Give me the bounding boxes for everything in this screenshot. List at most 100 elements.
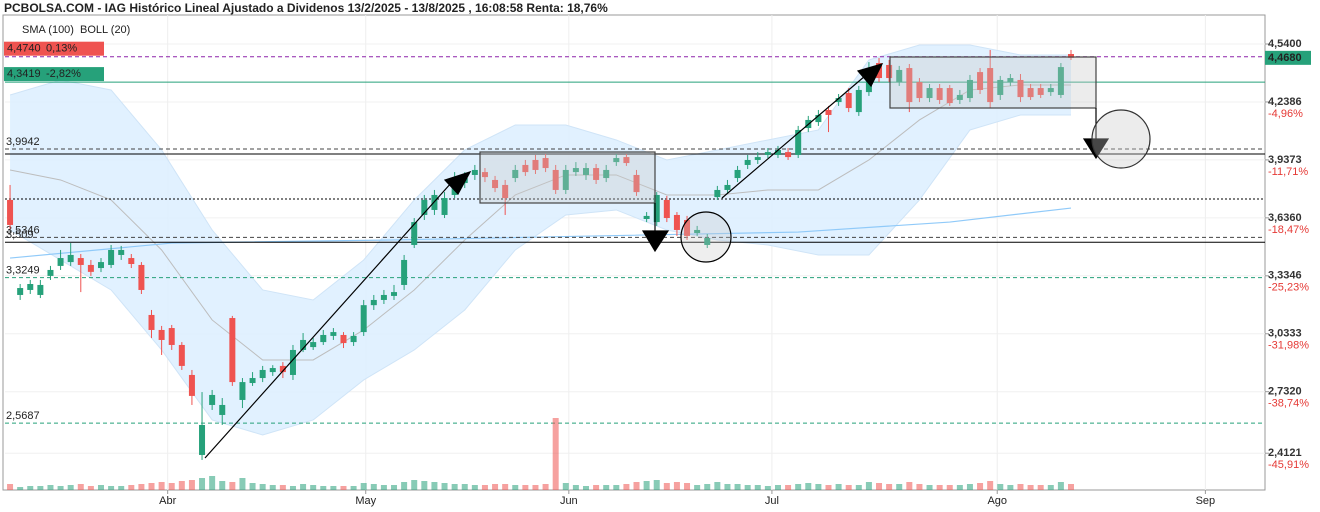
candle-body [128, 258, 135, 264]
volume-bar [754, 485, 761, 490]
candle-body [37, 284, 44, 295]
volume-bar [330, 486, 337, 490]
highlight-circle [1091, 109, 1151, 169]
volume-bar [815, 484, 822, 490]
candle-body [754, 157, 761, 160]
candle-body [239, 382, 246, 400]
volume-bar [17, 487, 24, 490]
volume-bar [188, 480, 195, 490]
candle-body [734, 169, 741, 179]
candle-body [320, 334, 327, 343]
candle-body [977, 72, 984, 90]
candle-body [219, 404, 226, 415]
candle-body [391, 292, 398, 296]
candle-body [593, 168, 600, 180]
indicator-layer [5, 15, 1265, 490]
candle-body [1037, 88, 1044, 95]
volume-bar [380, 485, 387, 490]
volume-bar [138, 484, 145, 490]
volume-bar [350, 486, 357, 490]
y-tick-label: 3,6360 [1268, 212, 1302, 224]
candle-body [330, 332, 337, 336]
trend-arrow [204, 181, 453, 459]
volume-bar [97, 485, 104, 490]
volume-bar [37, 486, 44, 490]
candle-body [906, 68, 913, 103]
volume-bar [966, 484, 973, 490]
volume-bar [865, 482, 872, 490]
price-tag [4, 41, 104, 56]
candle-body [340, 334, 347, 344]
highlight-circle [680, 211, 732, 263]
volume-bar [532, 485, 539, 490]
volume-bar [673, 482, 680, 490]
volume-bar [936, 485, 943, 490]
volume-bar [886, 484, 893, 490]
arrow-head [443, 170, 472, 196]
volume-bar [593, 485, 600, 490]
volume-bar [421, 481, 428, 490]
volume-bar [47, 485, 54, 490]
volume-bar [178, 481, 185, 490]
volume-bar [663, 483, 670, 490]
volume-bar [411, 480, 418, 490]
candle-body [1027, 88, 1034, 98]
level-label: 3,3249 [6, 265, 40, 277]
volume-bar [896, 484, 903, 490]
range-box [479, 151, 656, 204]
bollinger-edge [9, 44, 1071, 301]
volume-bar [1007, 485, 1014, 490]
volume-bar [300, 484, 307, 490]
bollinger-middle [9, 84, 1071, 361]
volume-bar [704, 484, 711, 490]
candle-body [815, 114, 822, 123]
candle-body [249, 378, 256, 384]
candle-body [77, 258, 84, 265]
candle-body [825, 109, 832, 115]
candle-body [1017, 79, 1024, 98]
volume-bar [77, 484, 84, 490]
volume-bar [158, 482, 165, 490]
range-box [889, 56, 1097, 109]
volume-bar [1047, 485, 1054, 490]
candle-body [229, 318, 236, 383]
candle-body [653, 194, 660, 223]
level-label: 4,4740 [7, 43, 41, 55]
volume-bar [1017, 484, 1024, 490]
volume-bar [845, 485, 852, 490]
volume-bar [441, 483, 448, 490]
candle-body [522, 164, 529, 173]
x-tick-label: Jul [765, 495, 779, 507]
candle-body [744, 159, 751, 165]
candle-body [673, 214, 680, 230]
sma-line [9, 207, 1072, 259]
legend-entry: SMA (100) [22, 24, 74, 36]
volume-bar [552, 418, 559, 490]
candle-body [512, 169, 519, 179]
volume-bar [855, 485, 862, 490]
volume-bar [128, 485, 135, 490]
y-tick-percent: -11,71% [1268, 166, 1308, 178]
volume-bar [613, 485, 620, 490]
y-tick-percent: -18,47% [1268, 224, 1309, 236]
candle-body [27, 284, 34, 290]
volume-bar [249, 483, 256, 490]
x-tick-label: Ago [987, 495, 1007, 507]
y-tick-label: 2,7320 [1268, 386, 1302, 398]
y-tick-percent: -25,23% [1268, 282, 1309, 294]
candle-body [694, 229, 701, 234]
candle-body [845, 93, 852, 109]
candle-body [956, 94, 963, 100]
candle-body [623, 157, 630, 164]
candle-body [360, 305, 367, 333]
volume-bar [199, 478, 206, 490]
volume-bar [239, 478, 246, 490]
candle-body [279, 365, 286, 373]
candle-body [997, 79, 1004, 95]
volume-bar [451, 484, 458, 490]
volume-bar [391, 485, 398, 490]
volume-bar [502, 484, 509, 490]
candle-body [411, 222, 418, 245]
y-tick-percent: -38,74% [1268, 398, 1309, 410]
volume-bar [744, 485, 751, 490]
